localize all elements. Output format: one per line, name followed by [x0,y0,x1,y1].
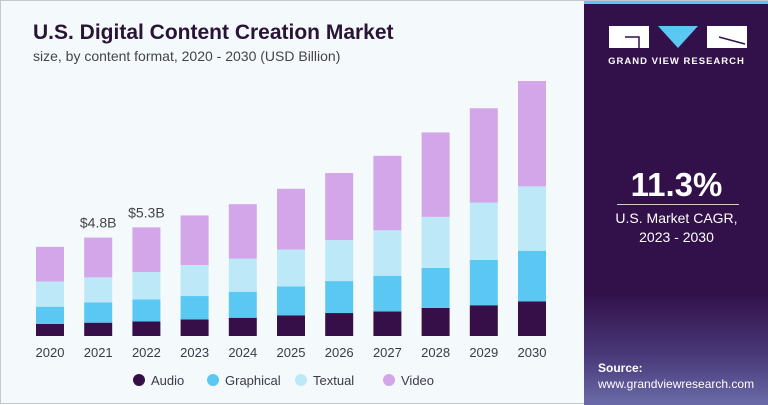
bar-graphical-2024 [228,291,257,318]
info-panel: GRAND VIEW RESEARCH 11.3% U.S. Market CA… [584,1,768,405]
bar-graphical-2030 [518,250,546,302]
x-tick-label-2029: 2029 [469,345,498,360]
bar-audio-2025 [277,315,305,336]
x-tick-label-2023: 2023 [180,345,209,360]
bar-audio-2027 [373,311,402,336]
bar-textual-2021 [84,277,113,303]
bar-video-2030 [518,80,546,187]
source: Source: www.grandviewresearch.com [598,360,754,392]
divider [617,204,739,205]
legend-marker-video [383,374,395,386]
bar-graphical-2027 [373,275,402,312]
bar-audio-2023 [180,319,209,336]
bar-textual-2030 [518,186,546,251]
bar-audio-2030 [518,301,546,336]
data-label-2021: $4.8B [80,215,117,231]
x-tick-label-2022: 2022 [132,345,161,360]
bar-video-2021 [84,237,113,278]
bar-audio-2028 [421,307,450,336]
bar-audio-2021 [84,322,113,336]
bar-video-2024 [228,204,257,259]
legend-marker-graphical [207,374,219,386]
bar-graphical-2023 [180,296,209,320]
bar-textual-2023 [180,265,209,297]
x-tick-label-2020: 2020 [36,345,65,360]
x-tick-label-2021: 2021 [84,345,113,360]
bar-audio-2026 [325,313,354,336]
source-label: Source: [598,361,643,375]
bar-textual-2025 [277,249,305,287]
legend-marker-audio [133,374,145,386]
cagr-label-line1: U.S. Market CAGR, [615,210,738,226]
cagr-label-line2: 2023 - 2030 [639,229,714,245]
bar-audio-2020 [36,323,64,336]
legend-label-graphical: Graphical [225,373,281,388]
cagr-label: U.S. Market CAGR, 2023 - 2030 [584,209,768,247]
bar-video-2025 [277,188,305,250]
bar-video-2020 [36,246,64,282]
bar-video-2027 [373,155,402,231]
bar-graphical-2029 [469,259,498,306]
bar-textual-2024 [228,258,257,292]
bar-graphical-2022 [132,299,161,322]
legend-label-textual: Textual [313,373,354,388]
x-tick-label-2024: 2024 [228,345,257,360]
x-tick-label-2025: 2025 [277,345,306,360]
bar-video-2023 [180,215,209,266]
cagr-value: 11.3% [630,166,723,203]
bar-textual-2029 [469,202,498,260]
bar-video-2026 [325,173,354,241]
bar-graphical-2021 [84,302,113,323]
x-tick-label-2028: 2028 [421,345,450,360]
x-tick-label-2027: 2027 [373,345,402,360]
data-label-2022: $5.3B [128,204,165,220]
bar-video-2022 [132,227,161,273]
bar-audio-2024 [228,317,257,336]
bar-audio-2029 [469,305,498,336]
bar-graphical-2020 [36,306,64,324]
source-url: www.grandviewresearch.com [598,377,755,391]
gvr-logo-icon [609,26,747,48]
bar-textual-2020 [36,281,64,307]
bar-textual-2028 [421,216,450,268]
bar-textual-2026 [325,240,354,282]
bar-graphical-2025 [277,286,305,316]
x-tick-label-2026: 2026 [325,345,354,360]
legend-label-video: Video [401,373,434,388]
bar-audio-2022 [132,321,161,336]
chart-subtitle: size, by content format, 2020 - 2030 (US… [33,48,341,64]
legend-marker-textual [295,374,307,386]
bar-textual-2027 [373,230,402,276]
bar-graphical-2026 [325,281,354,314]
x-tick-label-2030: 2030 [518,345,547,360]
bar-textual-2022 [132,272,161,300]
bar-video-2029 [469,108,498,203]
stacked-bar-chart: 2020 2021 2022 2023 2024 2025 2026 2027 2028 2029… [36,80,547,388]
bar-video-2028 [421,132,450,217]
bar-graphical-2028 [421,267,450,308]
chart-title: U.S. Digital Content Creation Market [33,21,394,44]
brand-name: GRAND VIEW RESEARCH [608,56,745,67]
legend-label-audio: Audio [151,373,184,388]
